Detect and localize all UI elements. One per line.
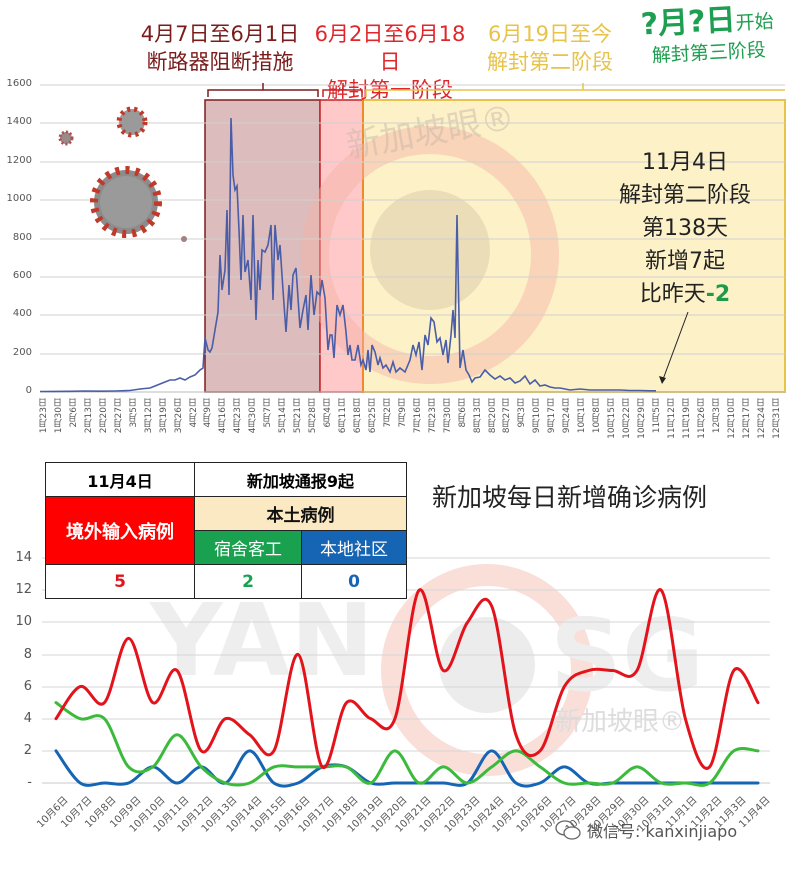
x-tick: 1月30日: [53, 398, 64, 434]
imported-header: 境外输入病例: [45, 496, 195, 565]
x-tick: 5月7日: [263, 398, 274, 428]
x-tick: 2月13日: [83, 398, 94, 434]
x-tick: 3月26日: [173, 398, 184, 434]
x-tick: 6月25日: [367, 398, 378, 434]
x-tick: 9月24日: [562, 398, 573, 434]
y-tick: 1600: [6, 78, 32, 89]
annotation-arrow: [661, 311, 689, 383]
y-tick: 200: [12, 347, 32, 358]
x-tick: 5月28日: [308, 398, 319, 434]
y-tick: 0: [25, 385, 32, 396]
local-header: 本土病例: [194, 496, 407, 531]
x-tick: 10月1日: [577, 398, 588, 434]
y-tick: 8: [23, 647, 32, 662]
y-tick: 1000: [6, 193, 32, 204]
x-tick: 1月23日: [39, 398, 49, 434]
x-tick: 11月12日: [666, 398, 677, 439]
wechat-icon: [555, 820, 581, 840]
virus-icon-large: [90, 166, 162, 238]
imported-value: 5: [45, 564, 195, 599]
bottom-chart-title: 新加坡每日新增确诊病例: [432, 483, 708, 512]
top-chart: 4月7日至6月1日 断路器阻断措施 6月2日至6月18日 解封第一阶段 6月19…: [6, 3, 786, 439]
x-tick: 6月4日: [323, 398, 334, 428]
x-tick: 6月18日: [352, 398, 363, 434]
x-tick: 7月2日: [382, 398, 393, 428]
y-tick: 12: [15, 582, 32, 597]
x-tick: 9月17日: [547, 398, 558, 434]
community-header: 本地社区: [301, 530, 407, 565]
summary-total: 新加坡通报9起: [194, 462, 407, 497]
y-tick: 4: [23, 711, 32, 726]
y-tick: 2: [23, 743, 32, 758]
x-tick: 10月29日: [637, 398, 647, 439]
x-tick: 4月30日: [248, 398, 259, 434]
y-tick: 1400: [6, 116, 32, 127]
dorm-header: 宿舍客工: [194, 530, 302, 565]
x-tick: 4月9日: [203, 398, 214, 428]
bottom-chart-plot: YAN SG 新加坡眼®: [42, 557, 770, 788]
svg-text:YAN: YAN: [149, 582, 374, 699]
x-tick: 2月27日: [113, 398, 124, 434]
daily-cases-line: [39, 117, 656, 393]
x-tick: 2月20日: [98, 398, 109, 434]
annotation-box: 11月4日 解封第二阶段 第138天 新增7起 比昨天-2: [618, 150, 751, 307]
y-tick: 10: [15, 614, 32, 629]
dorm-cases-line: [54, 701, 760, 787]
x-tick: 8月20日: [487, 398, 498, 434]
dorm-value: 2: [194, 564, 302, 599]
top-chart-plot: 新加坡眼®: [39, 83, 786, 393]
x-tick: 4月16日: [218, 398, 229, 434]
x-tick: 5月14日: [278, 398, 289, 434]
x-tick: 7月23日: [427, 398, 438, 434]
x-tick: 8月27日: [502, 398, 513, 434]
community-value: 0: [301, 564, 407, 599]
virus-icon-medium: [116, 106, 148, 138]
circuit-breaker-shade: [204, 99, 321, 393]
x-tick: 3月5日: [128, 398, 139, 428]
x-tick: 12月17日: [741, 398, 752, 439]
x-tick: 4月2日: [188, 398, 199, 428]
x-tick: 7月16日: [412, 398, 423, 434]
y-tick: 800: [12, 232, 32, 243]
x-tick: 9月3日: [517, 398, 528, 428]
x-tick: 12月31日: [771, 398, 782, 439]
x-tick: 10月8日: [592, 398, 603, 434]
virus-icon-small: [58, 130, 74, 146]
svg-text:新加坡眼®: 新加坡眼®: [555, 707, 685, 737]
x-tick: 10月15日: [607, 398, 618, 439]
x-tick: 7月30日: [442, 398, 453, 434]
x-tick: 12月10日: [726, 398, 737, 439]
x-tick: 2月6日: [68, 398, 79, 428]
y-tick: 1200: [6, 155, 32, 166]
y-tick: 400: [12, 308, 32, 319]
gridlines: [40, 84, 785, 393]
y-tick: 14: [15, 550, 32, 565]
x-tick: 12月24日: [756, 398, 767, 439]
y-tick: 6: [23, 679, 32, 694]
x-tick: 3月19日: [158, 398, 169, 434]
x-tick: 6月11日: [338, 398, 348, 434]
summary-date: 11月4日: [45, 462, 195, 497]
x-tick: 12月3日: [711, 398, 722, 434]
x-tick: 10月22日: [622, 398, 633, 439]
summary-table: 11月4日 新加坡通报9起 境外输入病例 本土病例 宿舍客工 本地社区 5 2 …: [45, 462, 407, 599]
wechat-id: 微信号: kanxinjiapo: [555, 818, 737, 842]
x-tick: 9月10日: [532, 398, 543, 434]
x-tick: 11月5日: [651, 398, 662, 434]
imported-cases-line: [54, 588, 760, 770]
phase-label-circuit-breaker: 4月7日至6月1日 断路器阻断措施: [140, 22, 300, 74]
x-tick: 11月26日: [696, 398, 707, 439]
x-tick: 3月12日: [143, 398, 154, 434]
phase-label-phase-two: 6月19日至今 解封第二阶段: [487, 22, 613, 74]
virus-icon-tiny: [181, 236, 187, 242]
x-tick: 8月6日: [457, 398, 468, 428]
x-tick: 4月23日: [233, 398, 244, 434]
x-tick: 5月21日: [293, 398, 304, 434]
y-tick: 600: [12, 270, 32, 281]
x-tick: 8月13日: [472, 398, 483, 434]
x-tick: 7月9日: [397, 398, 408, 428]
y-tick: -: [27, 775, 32, 790]
community-cases-line: [54, 749, 760, 788]
x-tick: 11月19日: [681, 398, 692, 439]
